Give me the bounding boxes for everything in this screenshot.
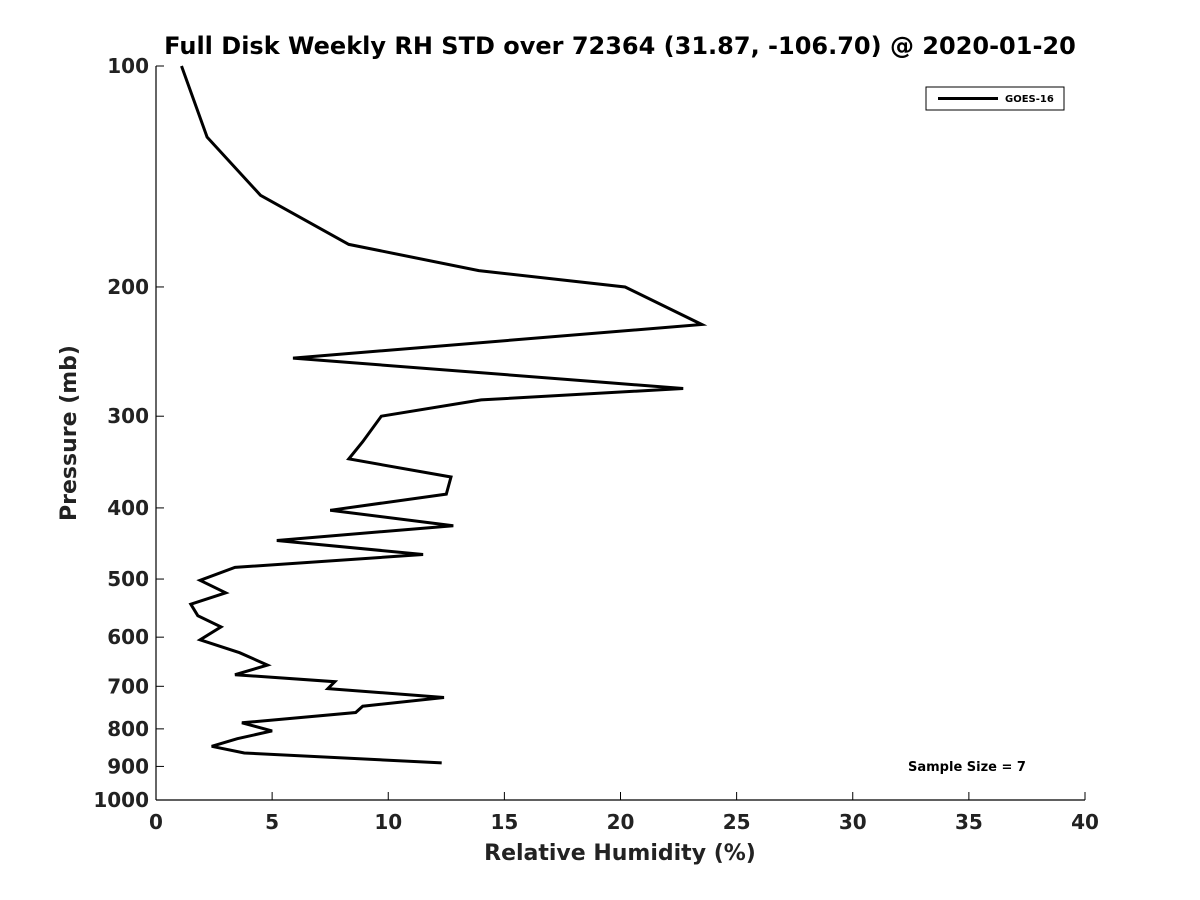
x-tick-label: 35	[955, 810, 983, 834]
y-tick-label: 500	[107, 567, 149, 591]
y-axis-label: Pressure (mb)	[57, 345, 82, 521]
legend: GOES-16	[925, 86, 1065, 111]
plot-area	[155, 66, 1085, 801]
series-points	[181, 66, 701, 763]
y-axis-ticks: 100 200 300 400 500 600 700 800 900 1000	[93, 54, 164, 812]
y-tick-label: 800	[107, 717, 149, 741]
x-tick-label: 25	[723, 810, 751, 834]
y-tick-label: 1000	[93, 788, 149, 812]
legend-entry-goes-16: GOES-16	[1005, 94, 1054, 105]
series-line-goes-16	[180, 65, 708, 765]
x-axis-label: Relative Humidity (%)	[484, 841, 756, 866]
x-tick-label: 30	[839, 810, 867, 834]
x-axis-ticks: 0 5 10 15 20 25 30 35 40	[149, 792, 1099, 834]
y-tick-label: 100	[107, 54, 149, 78]
y-tick-label: 300	[107, 404, 149, 428]
y-tick-label: 600	[107, 625, 149, 649]
x-tick-label: 0	[149, 810, 163, 834]
x-tick-label: 10	[374, 810, 402, 834]
x-tick-label: 40	[1071, 810, 1099, 834]
y-tick-label: 200	[107, 275, 149, 299]
sample-size-annotation: Sample Size = 7	[908, 760, 1026, 775]
y-tick-label: 400	[107, 496, 149, 520]
chart-title: Full Disk Weekly RH STD over 72364 (31.8…	[164, 32, 1076, 60]
y-tick-label: 900	[107, 754, 149, 778]
x-tick-label: 15	[490, 810, 518, 834]
x-tick-label: 5	[265, 810, 279, 834]
x-tick-label: 20	[607, 810, 635, 834]
y-tick-label: 700	[107, 674, 149, 698]
